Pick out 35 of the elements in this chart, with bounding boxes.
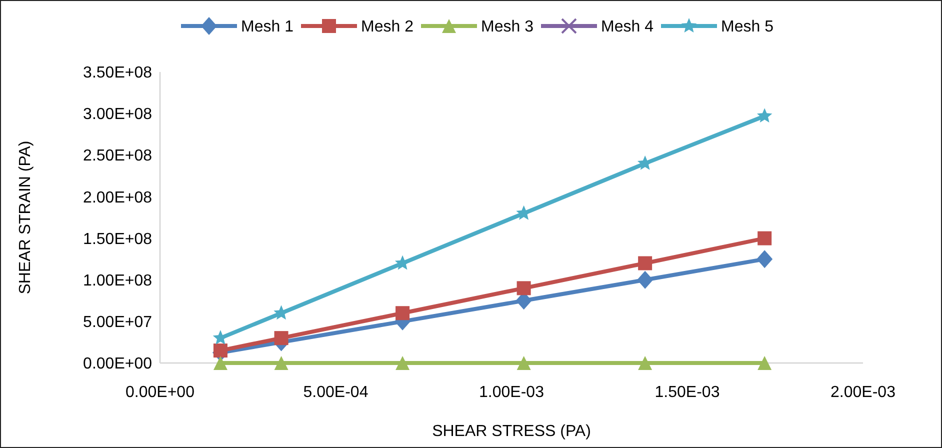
point — [274, 356, 288, 370]
y-tick-label: 2.50E+08 — [83, 148, 152, 165]
legend-label: Mesh 4 — [601, 18, 654, 36]
point — [516, 281, 531, 296]
point — [758, 356, 772, 370]
y-tick-label: 2.00E+08 — [83, 189, 152, 206]
x-tick-label: 1.50E-03 — [654, 384, 720, 401]
x-tick-label: 2.00E-03 — [830, 384, 896, 401]
x-tick-label: 1.00E-03 — [479, 384, 544, 401]
point — [638, 256, 652, 270]
point — [638, 356, 652, 370]
y-axis-title: SHEAR STRAIN (PA) — [17, 140, 34, 294]
y-tick-label: 5.00E+07 — [83, 314, 152, 332]
point — [758, 231, 772, 246]
y-tick-label: 3.50E+08 — [83, 64, 152, 82]
point — [274, 331, 288, 346]
y-tick-label: 3.00E+08 — [83, 106, 152, 124]
x-axis-title: SHEAR STRESS (PA) — [432, 423, 591, 440]
x-tick-label: 5.00E-04 — [303, 384, 368, 401]
point — [396, 306, 410, 320]
point — [756, 108, 772, 123]
legend-label: Mesh 2 — [361, 18, 414, 36]
legend-label: Mesh 5 — [721, 18, 774, 36]
legend-label: Mesh 3 — [481, 18, 534, 36]
point — [637, 270, 654, 289]
point — [213, 356, 228, 370]
y-tick-label: 1.00E+08 — [83, 272, 152, 290]
x-tick-label: 0.00E+00 — [126, 384, 195, 401]
point — [213, 344, 228, 358]
y-tick-label: 1.50E+08 — [83, 230, 152, 248]
y-tick-label: 0.00E+00 — [83, 356, 152, 373]
legend-label: Mesh 1 — [241, 18, 294, 36]
point — [396, 356, 410, 370]
point — [756, 250, 773, 268]
point — [516, 356, 531, 370]
